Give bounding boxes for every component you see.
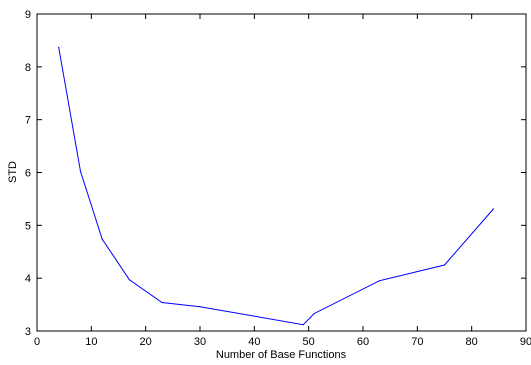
y-tick-label: 7	[25, 115, 31, 127]
data-point	[443, 264, 446, 266]
data-point	[101, 238, 103, 240]
x-tick-label: 20	[140, 336, 152, 348]
x-tick-label: 0	[34, 336, 40, 348]
data-point	[199, 306, 201, 308]
data-point	[313, 312, 315, 315]
data-point	[58, 46, 60, 48]
y-tick-label: 6	[25, 168, 31, 180]
x-tick-label: 10	[85, 336, 97, 348]
data-point	[128, 279, 130, 281]
x-tick-label: 50	[303, 336, 315, 348]
x-tick-label: 40	[248, 336, 260, 348]
y-tick-label: 9	[25, 9, 31, 21]
y-tick-label: 4	[25, 273, 31, 285]
y-axis: 3 4 5 6 7 8 9	[25, 9, 526, 338]
x-tick-label: 90	[520, 336, 531, 348]
plot-area	[36, 13, 527, 332]
x-tick-label: 60	[357, 336, 369, 348]
data-point	[302, 324, 304, 326]
data-point	[79, 170, 82, 173]
series-layer	[58, 46, 494, 326]
data-point	[492, 208, 494, 210]
x-tick-label: 30	[194, 336, 206, 348]
y-tick-label: 5	[25, 220, 31, 232]
y-axis-label: STD	[7, 161, 19, 183]
data-point	[161, 301, 163, 304]
x-axis: 0 10 20 30 40 50 60 70 80 90	[34, 14, 531, 348]
x-axis-label: Number of Base Functions	[216, 349, 347, 361]
x-tick-label: 70	[411, 336, 423, 348]
y-tick-label: 8	[25, 62, 31, 74]
y-tick-label: 3	[25, 326, 31, 338]
x-tick-label: 80	[466, 336, 478, 348]
data-point	[378, 280, 380, 282]
